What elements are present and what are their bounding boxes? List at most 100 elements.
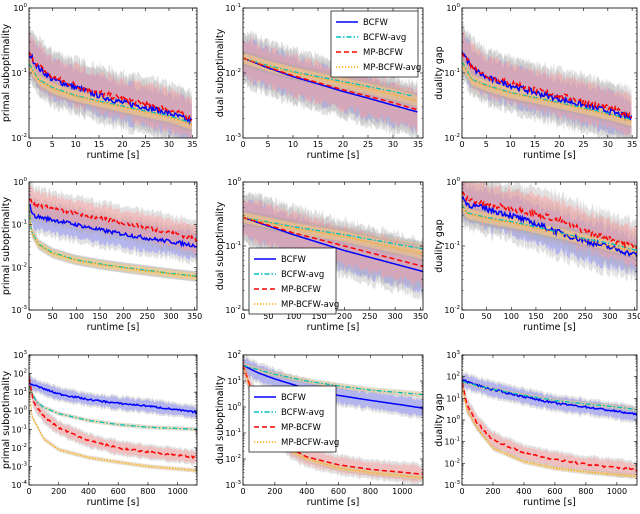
y-tick-label: 10-4 bbox=[11, 480, 27, 490]
x-tick-label: 150 bbox=[528, 312, 543, 321]
y-tick-label: 10-3 bbox=[225, 480, 241, 490]
series-line-BCFW-avg bbox=[243, 364, 423, 396]
band-outer-MP-BCFW-avg bbox=[243, 209, 423, 262]
y-tick-base: 10 bbox=[444, 242, 454, 251]
series-line-BCFW-avg bbox=[243, 57, 414, 97]
series-line-BCFW bbox=[29, 204, 197, 248]
series-line-BCFW bbox=[462, 379, 637, 416]
y-tick-label: 101 bbox=[227, 376, 241, 386]
series-line-MP-BCFW bbox=[462, 191, 637, 250]
band-BCFW bbox=[29, 191, 197, 261]
y-tick-label: 10-1 bbox=[444, 437, 460, 447]
x-tick-label: 5 bbox=[484, 140, 489, 149]
y-tick-label: 103 bbox=[446, 350, 460, 360]
series-line-BCFW-avg bbox=[29, 63, 192, 124]
x-axis-label: runtime [s] bbox=[87, 497, 140, 508]
subplot-5: 0 50 100 150 200 250 300 35010-210-1100runtime … bbox=[215, 177, 428, 333]
x-tick-label: 300 bbox=[602, 312, 617, 321]
axes-frame bbox=[28, 181, 198, 311]
x-tick-label: 300 bbox=[387, 312, 402, 321]
x-axis-label: runtime [s] bbox=[523, 322, 576, 333]
series-line-BCFW-avg bbox=[462, 203, 637, 252]
subplot-7: 0 200 400 600 800 100010-410-310-210-11001011… bbox=[1, 350, 198, 508]
y-tick-exponent: -1 bbox=[22, 68, 27, 74]
band-outer-BCFW-avg bbox=[462, 53, 632, 128]
y-tick-exponent: 0 bbox=[457, 415, 461, 421]
band-outer-MP-BCFW-avg bbox=[462, 382, 637, 479]
y-tick-label: 10-1 bbox=[225, 3, 241, 13]
y-tick-exponent: -3 bbox=[236, 480, 242, 486]
y-tick-label: 10-2 bbox=[225, 68, 241, 78]
y-tick-label: 10-2 bbox=[225, 305, 241, 315]
band-outer-BCFW bbox=[462, 25, 632, 138]
subplot-4: 0 50 100 150 200 250 300 35010-310-210-1100runt… bbox=[1, 177, 202, 333]
x-tick-label: 0 bbox=[459, 140, 464, 149]
x-tick-label: 0 bbox=[459, 312, 464, 321]
x-tick-label: 0 bbox=[240, 487, 245, 496]
x-tick-label: 100 bbox=[286, 312, 301, 321]
x-tick-label: 200 bbox=[553, 312, 568, 321]
y-tick-base: 10 bbox=[225, 481, 235, 490]
y-tick-exponent: 2 bbox=[238, 350, 242, 356]
x-tick-label: 35 bbox=[627, 140, 637, 149]
series-line-MP-BCFW bbox=[243, 57, 418, 111]
axes-frame bbox=[242, 354, 424, 486]
y-tick-exponent: -1 bbox=[455, 241, 460, 247]
y-tick-exponent: -1 bbox=[455, 437, 460, 443]
y-tick-label: 10-1 bbox=[225, 428, 241, 438]
plot-area bbox=[29, 23, 193, 138]
y-tick-exponent: 0 bbox=[238, 177, 242, 183]
y-axis-label: dual suboptimality bbox=[215, 201, 226, 290]
y-tick-exponent: 3 bbox=[457, 350, 461, 356]
band-outer-BCFW bbox=[29, 186, 197, 266]
band-outer-MP-BCFW bbox=[243, 190, 423, 297]
plot-area bbox=[243, 190, 423, 302]
y-tick-exponent: -2 bbox=[22, 443, 27, 449]
x-tick-label: 100 bbox=[69, 312, 84, 321]
series-line-MP-BCFW bbox=[29, 377, 197, 460]
band-BCFW-avg bbox=[462, 199, 637, 256]
series-line-BCFW-avg bbox=[462, 61, 632, 121]
x-tick-label: 350 bbox=[627, 312, 640, 321]
x-tick-label: 100 bbox=[504, 312, 519, 321]
band-MP-BCFW-avg bbox=[462, 383, 637, 479]
band-outer-MP-BCFW-avg bbox=[243, 50, 418, 109]
series-line-MP-BCFW-avg bbox=[243, 216, 423, 255]
y-tick-label: 10-3 bbox=[225, 133, 241, 143]
y-tick-label: 102 bbox=[13, 369, 27, 379]
x-tick-label: 35 bbox=[413, 140, 423, 149]
y-tick-exponent: -2 bbox=[455, 133, 460, 139]
y-tick-base: 10 bbox=[225, 455, 235, 464]
y-tick-label: 10-3 bbox=[11, 305, 27, 315]
x-tick-label: 200 bbox=[485, 487, 500, 496]
x-tick-label: 20 bbox=[338, 140, 348, 149]
x-tick-label: 10 bbox=[71, 140, 81, 149]
band-outer-BCFW-avg bbox=[243, 50, 413, 104]
y-tick-base: 10 bbox=[446, 4, 456, 13]
series-line-BCFW-avg bbox=[29, 386, 197, 430]
legend: BCFW BCFW-avg MP-BCFW MP-BCFW-avg bbox=[248, 385, 339, 453]
y-tick-base: 10 bbox=[13, 388, 23, 397]
band-outer-BCFW-avg bbox=[462, 378, 637, 413]
legend-label: MP-BCFW-avg bbox=[281, 438, 339, 448]
band-outer-MP-BCFW bbox=[29, 369, 197, 467]
y-tick-base: 10 bbox=[444, 69, 454, 78]
legend-label: BCFW-avg bbox=[281, 408, 324, 418]
series-line-MP-BCFW-avg bbox=[29, 386, 197, 472]
x-tick-label: 30 bbox=[164, 140, 174, 149]
x-tick-label: 0 bbox=[26, 140, 31, 149]
y-tick-label: 10-1 bbox=[11, 424, 27, 434]
band-outer-MP-BCFW-avg bbox=[29, 199, 197, 282]
x-tick-label: 600 bbox=[111, 487, 126, 496]
band-BCFW-avg bbox=[29, 200, 197, 280]
y-tick-exponent: -1 bbox=[455, 68, 460, 74]
series-line-MP-BCFW-avg bbox=[243, 365, 423, 479]
subplot-8: 0 200 400 600 800 100010-310-210-1100101102ru… bbox=[215, 350, 424, 508]
band-outer-MP-BCFW bbox=[462, 182, 637, 276]
x-tick-label: 20 bbox=[117, 140, 127, 149]
series-line-MP-BCFW bbox=[462, 382, 637, 472]
x-tick-label: 0 bbox=[26, 312, 31, 321]
x-tick-label: 50 bbox=[482, 312, 492, 321]
y-tick-exponent: -2 bbox=[455, 305, 460, 311]
y-tick-base: 10 bbox=[446, 351, 456, 360]
